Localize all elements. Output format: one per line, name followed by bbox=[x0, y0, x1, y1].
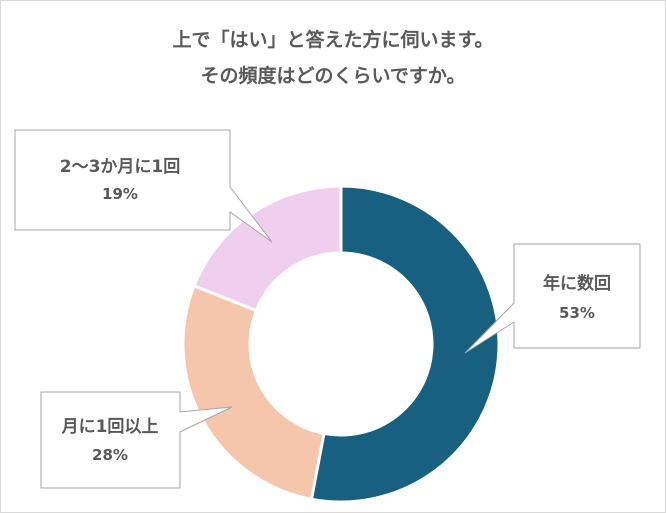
donut-slice-3 bbox=[192, 184, 343, 313]
callout-box-1 bbox=[464, 243, 641, 354]
slice-label-3: 2～3か月に1回 bbox=[60, 157, 181, 177]
slice-value-label-1: 53% bbox=[559, 304, 595, 322]
chart-title-line-2: その頻度はどのくらいですか。 bbox=[200, 65, 466, 87]
slice-value-label-3: 19% bbox=[102, 185, 138, 203]
slice-label-1: 年に数回 bbox=[543, 273, 611, 294]
callout-box-3 bbox=[14, 129, 273, 243]
donut-slice-1 bbox=[309, 184, 501, 504]
callout-box-2 bbox=[40, 391, 233, 489]
chart-title-line-1: 上で「はい」と答えた方に伺います。 bbox=[172, 29, 494, 51]
donut-slice-2 bbox=[181, 283, 326, 501]
slice-label-2: 月に1回以上 bbox=[61, 417, 159, 437]
slice-value-label-2: 28% bbox=[92, 446, 128, 464]
chart-title: 上で「はい」と答えた方に伺います。 その頻度はどのくらいですか。 bbox=[0, 22, 666, 94]
